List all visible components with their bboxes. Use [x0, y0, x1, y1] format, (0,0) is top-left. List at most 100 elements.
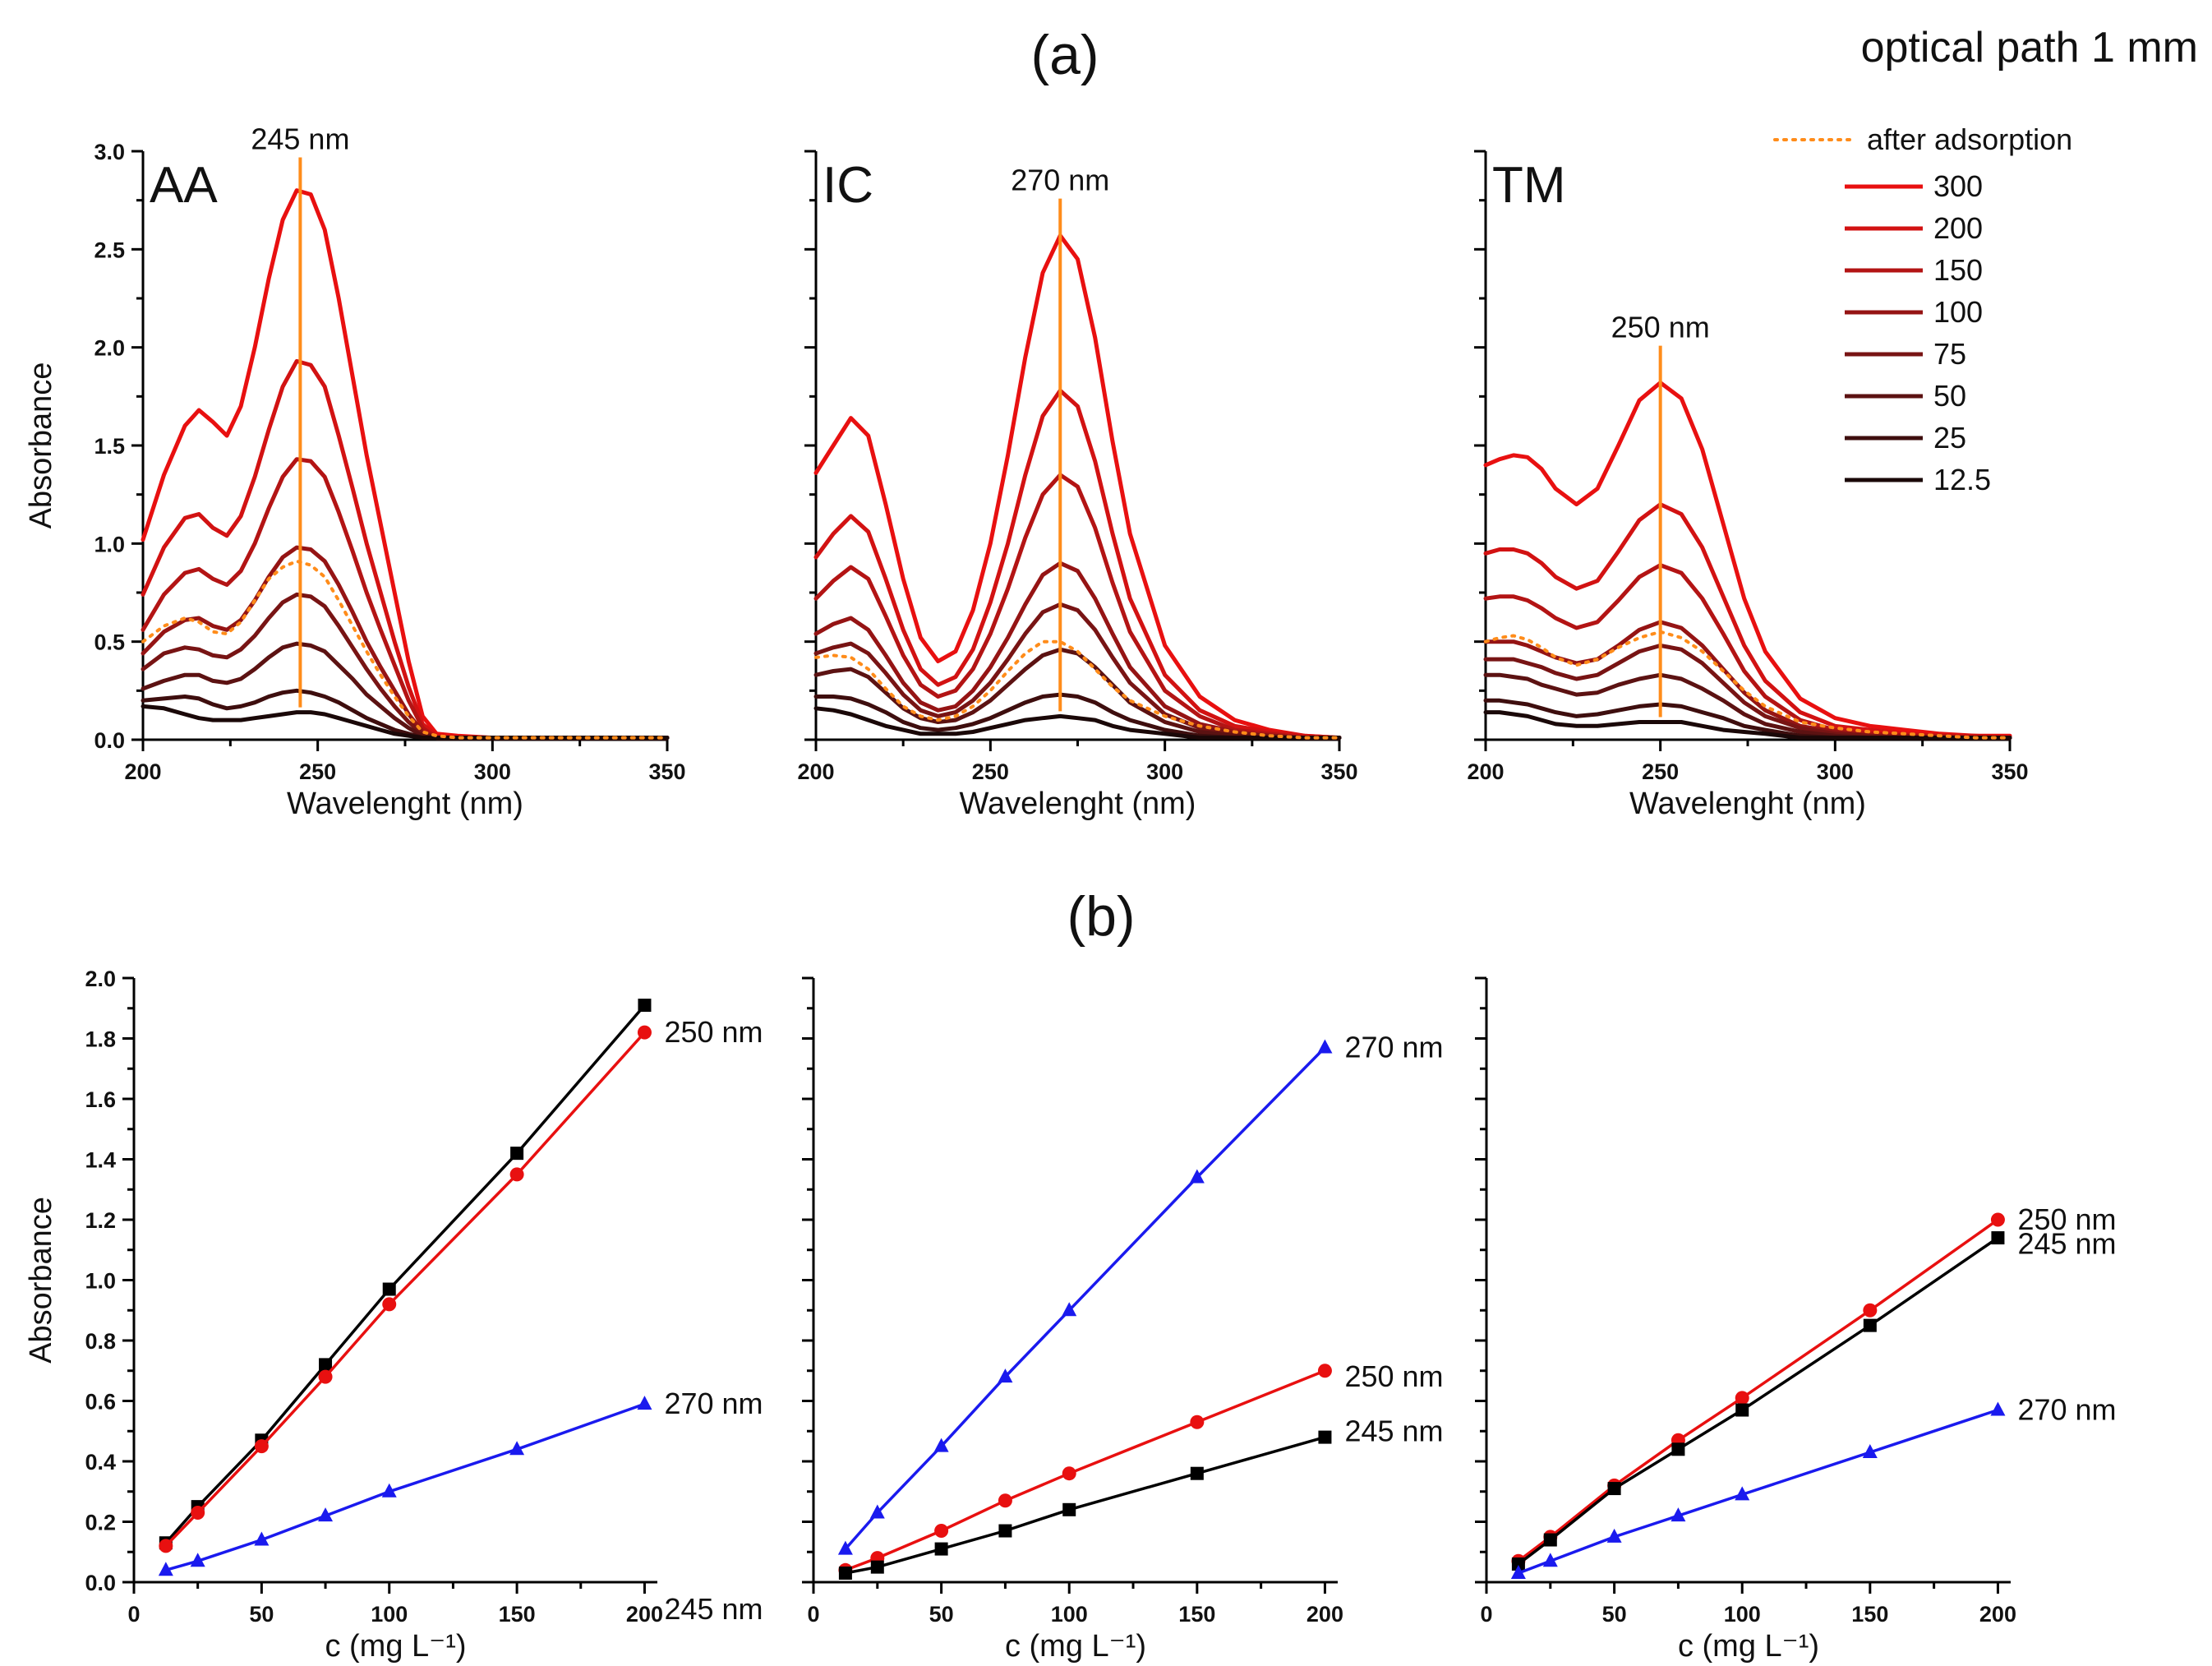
- data-point: [318, 1507, 334, 1522]
- y-tick-label: 0.2: [85, 1511, 116, 1535]
- x-tick-label: 250: [972, 759, 1009, 784]
- x-tick-label: 150: [1178, 1602, 1215, 1627]
- data-point: [1062, 1302, 1077, 1317]
- plot-area: 200 250 300 3500.00.51.01.52.02.53.0Wavelen…: [24, 122, 2117, 1664]
- peak-marker-label: 245 nm: [251, 122, 349, 156]
- spectrum-300: [813, 233, 1342, 741]
- data-point: [1062, 1502, 1076, 1516]
- spectrum-100: [813, 561, 1342, 741]
- spectrum-75: [813, 602, 1342, 741]
- y-tick-label: 0.8: [85, 1329, 116, 1354]
- x-tick-label: 50: [1602, 1602, 1627, 1627]
- chart-a2: 200 250 300 350 Wavelenght (nm) IC 270 nm: [797, 150, 1358, 821]
- data-point: [510, 1147, 524, 1161]
- data-point: [509, 1441, 525, 1456]
- panel-title: TM: [1492, 157, 1566, 214]
- x-axis-label: Wavelenght (nm): [1629, 787, 1866, 821]
- data-point: [838, 1566, 852, 1580]
- data-point: [509, 1167, 524, 1182]
- calibration-line-245nm: [845, 1435, 1325, 1575]
- data-point: [1318, 1430, 1332, 1444]
- x-tick-label: 300: [474, 759, 511, 784]
- x-tick-label: 200: [1979, 1602, 2016, 1627]
- data-point: [319, 1358, 333, 1372]
- data-point: [190, 1553, 205, 1567]
- series-label: 250 nm: [2017, 1202, 2116, 1236]
- data-point: [1863, 1318, 1877, 1332]
- spectrum-12.5: [141, 704, 670, 741]
- data-point: [1671, 1442, 1685, 1456]
- x-tick-label: 100: [1724, 1602, 1761, 1627]
- y-tick-label: 2.0: [85, 967, 116, 991]
- series-label: 270 nm: [1344, 1031, 1443, 1064]
- series-label: 250 nm: [664, 1015, 763, 1049]
- y-tick-label: 0.4: [85, 1450, 116, 1474]
- spectrum-after-adsorption: [1484, 630, 2012, 740]
- y-axis-label: Absorbance: [24, 362, 58, 529]
- data-point: [870, 1560, 884, 1574]
- data-point: [1542, 1553, 1558, 1567]
- calibration-line-270nm: [1518, 1408, 1998, 1575]
- data-point: [934, 1542, 948, 1556]
- series-label: 250 nm: [1344, 1359, 1443, 1393]
- legend-label: 75: [1933, 337, 1966, 371]
- data-point: [837, 1540, 853, 1555]
- legend-label: 100: [1933, 295, 1983, 329]
- y-tick-label: 0.5: [94, 630, 125, 655]
- panel-title: IC: [823, 157, 873, 214]
- x-tick-label: 50: [929, 1602, 954, 1627]
- x-tick-label: 300: [1146, 759, 1183, 784]
- legend: after adsorption 300 200 150 100 75 50 25 12.5: [1773, 122, 2072, 496]
- data-point: [1991, 1231, 2005, 1245]
- x-tick-label: 350: [648, 759, 685, 784]
- x-tick-label: 150: [499, 1602, 536, 1627]
- data-point: [869, 1504, 885, 1519]
- x-tick-label: 250: [299, 759, 336, 784]
- y-tick-label: 1.5: [94, 434, 125, 459]
- data-point: [1735, 1403, 1749, 1417]
- y-tick-label: 1.0: [94, 532, 125, 556]
- data-point: [1862, 1443, 1878, 1458]
- calibration-line-270nm: [165, 1402, 646, 1571]
- data-point: [318, 1369, 333, 1384]
- calibration-line-250nm: [1517, 1218, 1999, 1562]
- data-point: [1317, 1364, 1332, 1378]
- data-point: [637, 1025, 652, 1040]
- x-tick-label: 100: [371, 1602, 408, 1627]
- x-tick-label: 100: [1051, 1602, 1088, 1627]
- x-tick-label: 200: [626, 1602, 663, 1627]
- spectrum-25: [141, 688, 670, 741]
- data-point: [934, 1524, 949, 1539]
- legend-label: 12.5: [1933, 463, 1991, 496]
- x-tick-label: 200: [1306, 1602, 1343, 1627]
- y-tick-label: 1.4: [85, 1148, 116, 1173]
- legend-label: 200: [1933, 211, 1983, 245]
- data-point: [637, 1396, 652, 1410]
- y-tick-label: 0.0: [94, 728, 125, 753]
- legend-label: 50: [1933, 379, 1966, 413]
- series-label: 270 nm: [2017, 1393, 2116, 1427]
- spectrum-200: [813, 388, 1342, 741]
- panel-title: AA: [150, 157, 218, 214]
- x-tick-label: 200: [797, 759, 834, 784]
- figure-label-b: (b): [1067, 885, 1135, 948]
- spectrum-12.5: [1483, 710, 2012, 741]
- data-point: [1990, 1401, 2006, 1416]
- data-point: [1735, 1486, 1750, 1501]
- spectrum-150: [813, 473, 1342, 741]
- data-point: [254, 1439, 269, 1454]
- y-axis-label: Absorbance: [24, 1197, 58, 1364]
- data-point: [1510, 1564, 1526, 1579]
- x-tick-label: 300: [1817, 759, 1854, 784]
- data-point: [1543, 1533, 1557, 1547]
- chart-b1: 0 50 100 150 200 0.0 0.2 0.4 0.6 0.8 1.0 1.2 1.4 1.6 1…: [24, 967, 763, 1664]
- data-point: [1990, 1212, 2005, 1227]
- data-point: [1317, 1039, 1333, 1054]
- data-point: [158, 1562, 173, 1576]
- x-axis-label: c (mg L⁻¹): [1005, 1629, 1146, 1664]
- y-tick-label: 2.5: [94, 238, 125, 262]
- x-tick-label: 200: [1467, 759, 1504, 784]
- calibration-line-270nm: [844, 1046, 1326, 1550]
- y-tick-label: 0.0: [85, 1571, 116, 1595]
- y-tick-label: 1.2: [85, 1208, 116, 1233]
